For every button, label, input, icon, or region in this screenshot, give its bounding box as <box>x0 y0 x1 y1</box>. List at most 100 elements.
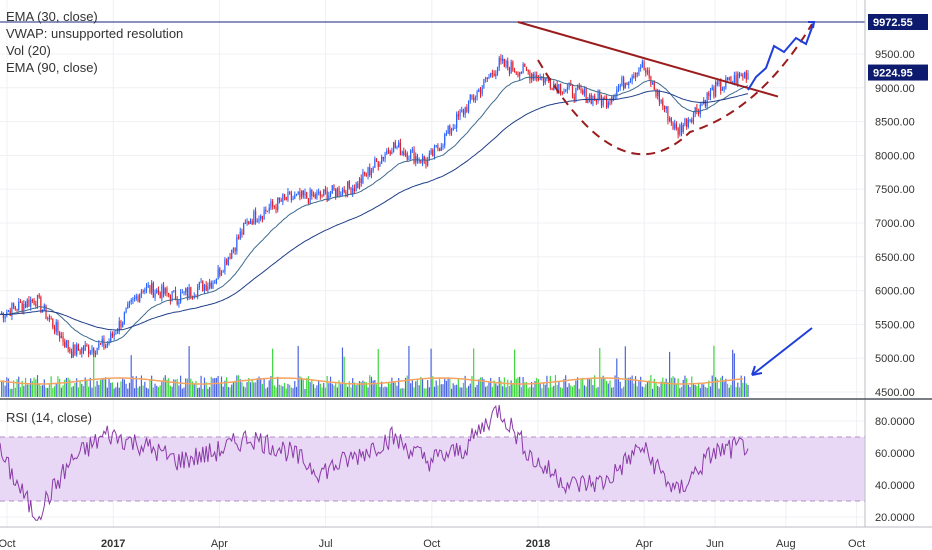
candle-body <box>60 336 62 339</box>
volume-bar <box>588 379 591 397</box>
rsi-line <box>0 404 749 521</box>
candle-body <box>418 160 420 162</box>
volume-bar <box>602 375 604 397</box>
candle-body <box>582 90 584 94</box>
volume-bar <box>491 386 494 397</box>
candle-body <box>621 77 623 86</box>
candle-body <box>118 321 120 332</box>
candle-body <box>433 145 436 157</box>
candle-body <box>743 72 746 78</box>
candle-body <box>355 183 357 191</box>
volume-bar <box>570 385 572 397</box>
candle-body <box>18 301 20 311</box>
volume-bar <box>669 351 671 397</box>
volume-bar <box>62 385 64 397</box>
price-candles <box>1 54 749 359</box>
ema30-line <box>0 76 749 343</box>
candle-body <box>270 201 272 208</box>
volume-bar <box>212 378 214 397</box>
candle-body <box>677 128 679 135</box>
volume-bar <box>464 375 466 397</box>
volume-bar <box>636 386 638 397</box>
volume-bar <box>203 377 206 397</box>
candle-body <box>605 98 608 108</box>
rsi-tick-label: 80.0000 <box>875 416 915 428</box>
candle-body <box>82 347 85 351</box>
candle-body <box>14 306 16 309</box>
candle-body <box>648 70 650 77</box>
volume-bar <box>628 377 630 397</box>
candle-body <box>7 310 10 313</box>
volume-bar <box>423 388 425 397</box>
volume-bar <box>69 379 71 397</box>
volume-bar <box>311 379 313 397</box>
volume-bar <box>145 387 148 397</box>
candle-body <box>93 348 95 354</box>
legend-vwap[interactable]: VWAP: unsupported resolution <box>6 26 184 41</box>
volume-bar <box>239 379 241 397</box>
candle-body <box>638 67 640 75</box>
candle-body <box>513 70 516 73</box>
candle-body <box>709 90 712 97</box>
candle-body <box>674 123 676 129</box>
candle-body <box>81 347 83 354</box>
volume-bar <box>98 384 100 397</box>
legend-ema30[interactable]: EMA (30, close) <box>6 9 98 24</box>
volume-bar <box>582 377 584 397</box>
candle-body <box>91 348 93 352</box>
volume-bar <box>128 382 131 397</box>
volume-bar <box>360 381 362 397</box>
volume-bar <box>81 384 83 397</box>
volume-bar <box>367 387 369 397</box>
candle-body <box>447 125 449 134</box>
candle-body <box>546 77 548 79</box>
volume-bar <box>169 385 171 397</box>
volume-bar <box>706 387 708 397</box>
candle-body <box>323 189 325 197</box>
volume-bar <box>645 384 647 397</box>
candle-body <box>265 209 267 212</box>
candle-body <box>144 289 146 292</box>
candle-body <box>715 82 717 97</box>
volume-bar <box>418 385 420 397</box>
volume-bar <box>641 386 643 397</box>
volume-bar <box>355 385 357 397</box>
volume-bar <box>643 387 645 397</box>
volume-bar <box>699 388 701 397</box>
legend-vol[interactable]: Vol (20) <box>6 43 51 58</box>
candle-body <box>331 185 333 194</box>
volume-bar <box>502 386 504 397</box>
volume-bar <box>249 382 252 397</box>
volume-bar <box>614 375 616 397</box>
volume-bar <box>329 376 332 397</box>
candle-body <box>28 299 30 307</box>
volume-bar <box>503 377 505 397</box>
volume-bar <box>154 383 156 397</box>
volume-bar <box>386 387 388 397</box>
rsi-tick-label: 40.0000 <box>875 480 915 492</box>
volume-bar <box>488 382 490 397</box>
candle-body <box>50 318 52 320</box>
candle-body <box>629 80 632 83</box>
volume-bar <box>539 383 541 397</box>
candle-body <box>111 333 114 337</box>
candle-body <box>215 278 217 283</box>
candle-body <box>549 81 551 88</box>
candle-body <box>476 91 478 98</box>
candle-body <box>65 340 68 347</box>
candle-body <box>747 73 749 80</box>
volume-bar <box>430 348 432 397</box>
candle-body <box>243 222 245 235</box>
candle-body <box>607 102 609 108</box>
volume-arrow <box>751 327 813 376</box>
volume-bar <box>193 383 195 397</box>
candle-body <box>510 61 512 74</box>
volume-bar <box>408 345 410 397</box>
candle-body <box>473 97 475 100</box>
candle-body <box>657 91 659 96</box>
volume-bar <box>662 377 664 397</box>
volume-bar <box>742 382 744 397</box>
volume-bar <box>372 380 374 397</box>
legend-ema90[interactable]: EMA (90, close) <box>6 60 98 75</box>
rsi-legend[interactable]: RSI (14, close) <box>6 410 92 425</box>
